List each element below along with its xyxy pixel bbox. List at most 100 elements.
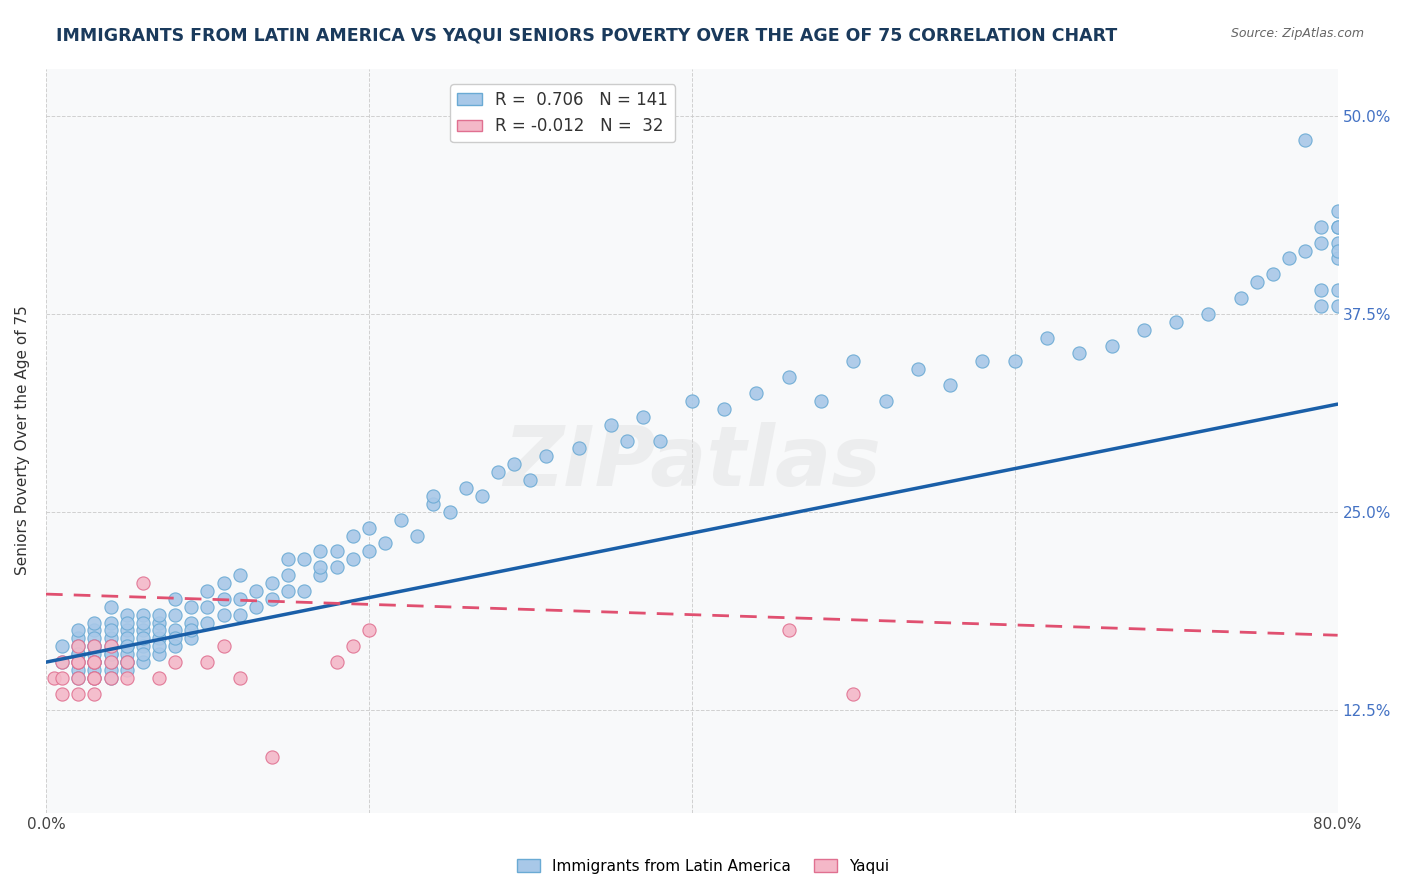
Text: ZIPatlas: ZIPatlas <box>503 422 880 503</box>
Point <box>83 632 105 646</box>
Point <box>1004 354 1026 368</box>
Point <box>1166 315 1188 329</box>
Point <box>67 624 90 638</box>
Point <box>454 481 477 495</box>
Point <box>83 640 105 654</box>
Point <box>292 552 315 566</box>
Point <box>309 544 332 558</box>
Point <box>67 671 90 685</box>
Point <box>439 505 461 519</box>
Point <box>325 560 347 574</box>
Point <box>165 591 187 606</box>
Point <box>681 393 703 408</box>
Point <box>212 591 235 606</box>
Point <box>374 536 396 550</box>
Point <box>132 655 155 669</box>
Point <box>83 655 105 669</box>
Point <box>67 647 90 661</box>
Point <box>100 647 122 661</box>
Point <box>115 607 138 622</box>
Point <box>132 576 155 591</box>
Point <box>165 624 187 638</box>
Point <box>115 624 138 638</box>
Point <box>1036 331 1059 345</box>
Point <box>165 607 187 622</box>
Point <box>1261 268 1284 282</box>
Point <box>100 663 122 677</box>
Point <box>842 354 865 368</box>
Point <box>197 583 219 598</box>
Point <box>503 457 526 471</box>
Point <box>132 647 155 661</box>
Point <box>83 671 105 685</box>
Point <box>1326 299 1348 313</box>
Point <box>180 632 202 646</box>
Point <box>100 671 122 685</box>
Point <box>389 513 412 527</box>
Point <box>115 632 138 646</box>
Point <box>1310 219 1333 234</box>
Point <box>132 615 155 630</box>
Point <box>1326 244 1348 258</box>
Point <box>197 599 219 614</box>
Point <box>197 615 219 630</box>
Point <box>100 647 122 661</box>
Point <box>67 655 90 669</box>
Point <box>228 591 250 606</box>
Point <box>100 624 122 638</box>
Point <box>132 640 155 654</box>
Point <box>633 409 655 424</box>
Point <box>1310 235 1333 250</box>
Point <box>100 640 122 654</box>
Point <box>260 591 283 606</box>
Y-axis label: Seniors Poverty Over the Age of 75: Seniors Poverty Over the Age of 75 <box>15 306 30 575</box>
Point <box>115 640 138 654</box>
Point <box>83 687 105 701</box>
Point <box>357 520 380 534</box>
Point <box>245 583 267 598</box>
Text: IMMIGRANTS FROM LATIN AMERICA VS YAQUI SENIORS POVERTY OVER THE AGE OF 75 CORREL: IMMIGRANTS FROM LATIN AMERICA VS YAQUI S… <box>56 27 1118 45</box>
Point <box>600 417 623 432</box>
Point <box>148 671 170 685</box>
Point <box>1294 133 1316 147</box>
Point <box>51 687 73 701</box>
Point <box>180 615 202 630</box>
Point <box>1229 291 1251 305</box>
Point <box>778 624 800 638</box>
Point <box>51 640 73 654</box>
Point <box>260 576 283 591</box>
Point <box>115 647 138 661</box>
Point <box>100 671 122 685</box>
Point <box>1310 283 1333 297</box>
Point <box>165 655 187 669</box>
Point <box>83 655 105 669</box>
Point <box>67 655 90 669</box>
Point <box>1101 338 1123 352</box>
Point <box>212 607 235 622</box>
Point <box>745 386 768 401</box>
Point <box>1198 307 1220 321</box>
Point <box>422 497 444 511</box>
Point <box>939 378 962 392</box>
Point <box>325 655 347 669</box>
Point <box>100 615 122 630</box>
Point <box>180 599 202 614</box>
Point <box>148 624 170 638</box>
Point <box>67 640 90 654</box>
Point <box>228 671 250 685</box>
Point <box>1326 219 1348 234</box>
Point <box>148 607 170 622</box>
Point <box>616 434 638 448</box>
Point <box>115 663 138 677</box>
Point <box>260 750 283 764</box>
Point <box>1326 252 1348 266</box>
Point <box>810 393 832 408</box>
Point <box>83 647 105 661</box>
Point <box>1326 235 1348 250</box>
Point <box>277 552 299 566</box>
Point <box>197 655 219 669</box>
Point <box>342 552 364 566</box>
Point <box>1326 219 1348 234</box>
Point <box>713 401 735 416</box>
Point <box>132 624 155 638</box>
